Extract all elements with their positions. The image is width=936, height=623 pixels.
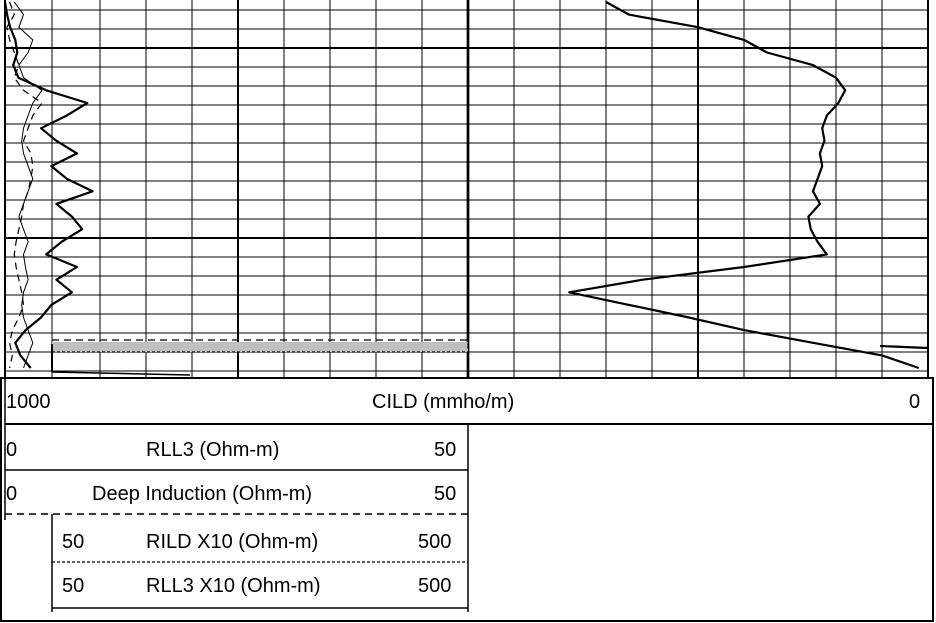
rll310-scale-min: 50: [62, 575, 85, 597]
curve-rll3-x10-ohm-m-: [3, 1, 94, 369]
fill-layer: [51, 339, 929, 376]
curves: [3, 1, 920, 370]
rild10-scale-name: RILD X10 (Ohm-m): [146, 531, 319, 553]
deep-scale-name: Deep Induction (Ohm-m): [92, 483, 313, 505]
rll3-x10-tail: [51, 371, 191, 376]
rild10-scale-max: 500: [418, 531, 452, 553]
rll3-scale-max: 50: [434, 439, 457, 461]
deep-scale-min: 0: [6, 483, 18, 505]
rll310-scale-name: RLL3 X10 (Ohm-m): [146, 575, 321, 597]
deep-scale-max: 50: [434, 483, 457, 505]
shaded-band: [52, 342, 468, 352]
grid: [4, 0, 929, 378]
cild-scale-name: CILD (mmho/m): [372, 391, 515, 413]
header-border: [0, 377, 934, 622]
header-frame: [0, 377, 934, 622]
curve-cild-mmho-m-: [568, 1, 920, 370]
rll3-scale-min: 0: [6, 439, 18, 461]
rild10-scale-min: 50: [62, 531, 85, 553]
rll310-scale-max: 500: [418, 575, 452, 597]
cild-scale-min: 1000: [6, 391, 51, 413]
curve-deep-induction-ohm-m-: [6, 1, 43, 369]
rll3-scale-name: RLL3 (Ohm-m): [146, 439, 280, 461]
cild-tail: [879, 344, 929, 350]
curve-rll3-ohm-m-: [13, 1, 43, 369]
cild-scale-max: 0: [909, 391, 921, 413]
